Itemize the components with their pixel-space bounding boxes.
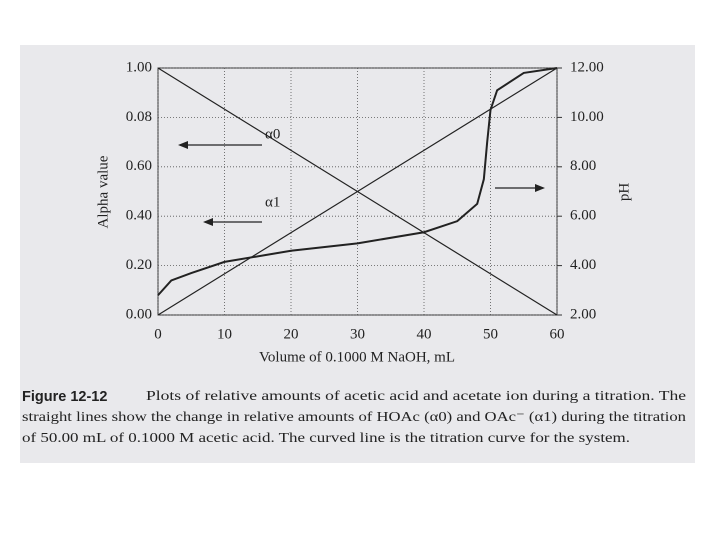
annotation-alpha0: α0 xyxy=(265,126,280,142)
caption-line: of 50.00 mL of 0.1000 M acetic acid. The… xyxy=(22,431,630,446)
annotation-alpha1: α1 xyxy=(265,194,280,210)
y2-tick-label: 8.00 xyxy=(570,158,596,174)
y2-tick-label: 6.00 xyxy=(570,208,596,224)
x-tick-label: 30 xyxy=(350,326,365,342)
y-tick-label: 0.08 xyxy=(126,109,152,125)
y2-tick-label: 4.00 xyxy=(570,257,596,273)
y-axis-label: Alpha value xyxy=(95,155,111,228)
y2-axis-label: pH xyxy=(616,183,632,202)
y-tick-label: 0.20 xyxy=(126,257,152,273)
x-axis-label: Volume of 0.1000 M NaOH, mL xyxy=(259,349,455,365)
caption-line: Plots of relative amounts of acetic acid… xyxy=(146,389,686,404)
x-tick-label: 40 xyxy=(417,326,432,342)
y2-tick-label: 2.00 xyxy=(570,306,596,322)
arrow-head xyxy=(178,141,188,149)
x-tick-label: 0 xyxy=(154,326,162,342)
x-tick-label: 20 xyxy=(284,326,299,342)
series-line xyxy=(157,67,558,296)
arrow-head xyxy=(203,218,213,226)
arrow-head xyxy=(535,184,545,192)
x-tick-label: 60 xyxy=(550,326,565,342)
x-tick-label: 10 xyxy=(217,326,232,342)
y2-tick-label: 10.00 xyxy=(570,109,604,125)
y-tick-label: 0.60 xyxy=(126,158,152,174)
caption-line: straight lines show the change in relati… xyxy=(22,410,686,425)
y-tick-label: 0.00 xyxy=(126,306,152,322)
caption-label: Figure 12-12 xyxy=(22,389,107,405)
y2-tick-label: 12.00 xyxy=(570,59,604,75)
y-tick-label: 0.40 xyxy=(126,208,152,224)
x-tick-label: 50 xyxy=(483,326,498,342)
y-tick-label: 1.00 xyxy=(126,59,152,75)
